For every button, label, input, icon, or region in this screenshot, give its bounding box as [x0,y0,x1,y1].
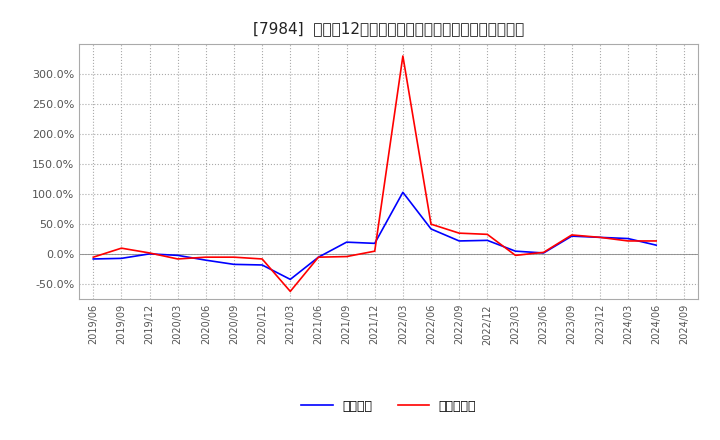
当期純利益 [145,250,154,256]
経常利益 [202,257,210,263]
当期純利益 [286,289,294,294]
経常利益 [258,262,266,268]
経常利益 [595,235,604,240]
経常利益 [286,277,294,282]
経常利益 [539,250,548,256]
当期純利益 [652,238,660,244]
当期純利益 [202,254,210,260]
当期純利益 [89,254,98,260]
経常利益 [483,238,492,243]
当期純利益 [117,246,126,251]
当期純利益 [511,253,520,258]
当期純利益 [230,254,238,260]
経常利益 [117,256,126,261]
当期純利益 [258,257,266,262]
Legend: 経常利益, 当期純利益: 経常利益, 当期純利益 [297,395,481,418]
経常利益 [652,242,660,248]
経常利益 [370,241,379,246]
経常利益 [511,249,520,254]
当期純利益 [314,254,323,260]
経常利益 [399,190,408,195]
経常利益 [567,234,576,239]
経常利益 [145,251,154,257]
当期純利益 [427,221,436,227]
当期純利益 [483,232,492,237]
Title: [7984]  利益だ12か月移動合計の対前年同期増減率の推移: [7984] 利益だ12か月移動合計の対前年同期増減率の推移 [253,21,524,36]
Line: 経常利益: 経常利益 [94,192,656,279]
当期純利益 [539,250,548,255]
当期純利益 [595,235,604,240]
経常利益 [89,257,98,262]
当期純利益 [624,238,632,244]
経常利益 [314,254,323,260]
当期純利益 [174,257,182,262]
経常利益 [427,226,436,231]
当期純利益 [455,231,464,236]
当期純利益 [370,249,379,254]
経常利益 [624,236,632,241]
経常利益 [455,238,464,244]
Line: 当期純利益: 当期純利益 [94,56,656,291]
当期純利益 [342,254,351,259]
当期純利益 [399,53,408,59]
経常利益 [342,239,351,245]
経常利益 [230,262,238,267]
当期純利益 [567,232,576,238]
経常利益 [174,253,182,258]
